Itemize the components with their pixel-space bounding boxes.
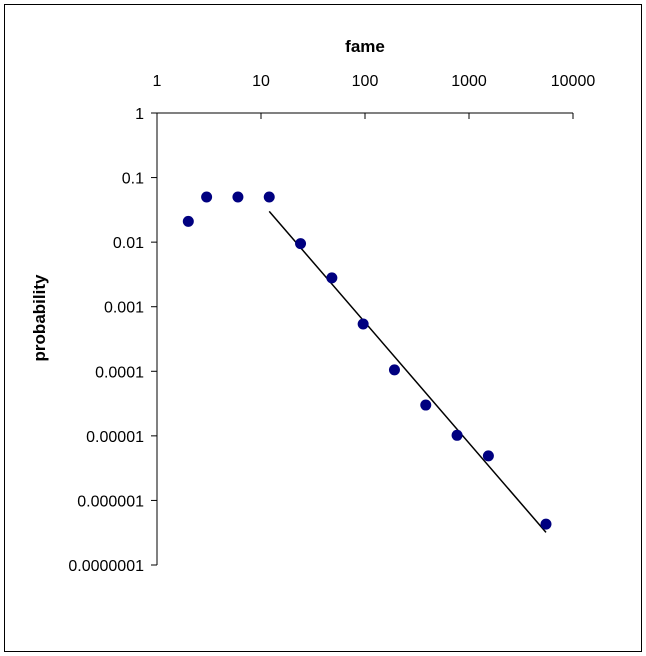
y-tick-label: 0.00001	[86, 429, 144, 446]
fit-line	[268, 210, 547, 533]
data-point	[326, 272, 338, 284]
data-point	[451, 429, 463, 441]
y-tick-label: 0.001	[104, 300, 144, 317]
data-point	[540, 518, 552, 530]
x-tick-label: 1	[153, 73, 162, 90]
x-axis-title: fame	[345, 37, 385, 56]
data-point	[295, 238, 307, 250]
y-tick-label: 0.0000001	[68, 558, 144, 575]
data-point	[482, 450, 494, 462]
data-point	[388, 364, 400, 376]
x-tick-label: 1000	[451, 73, 487, 90]
data-point	[232, 191, 244, 203]
y-tick-label: 0.1	[122, 171, 144, 188]
chart-frame	[4, 4, 642, 652]
y-tick-label: 0.0001	[95, 364, 144, 381]
y-tick-label: 1	[135, 106, 144, 123]
y-tick-label: 0.000001	[77, 493, 144, 510]
data-point	[263, 191, 275, 203]
x-tick-label: 10000	[551, 73, 596, 90]
data-point	[357, 318, 369, 330]
x-tick-label: 100	[352, 73, 379, 90]
x-tick-label: 10	[252, 73, 270, 90]
data-point	[201, 191, 213, 203]
data-point	[182, 215, 194, 227]
y-tick-label: 0.01	[113, 235, 144, 252]
data-point	[420, 399, 432, 411]
y-axis-title: probability	[30, 274, 49, 361]
